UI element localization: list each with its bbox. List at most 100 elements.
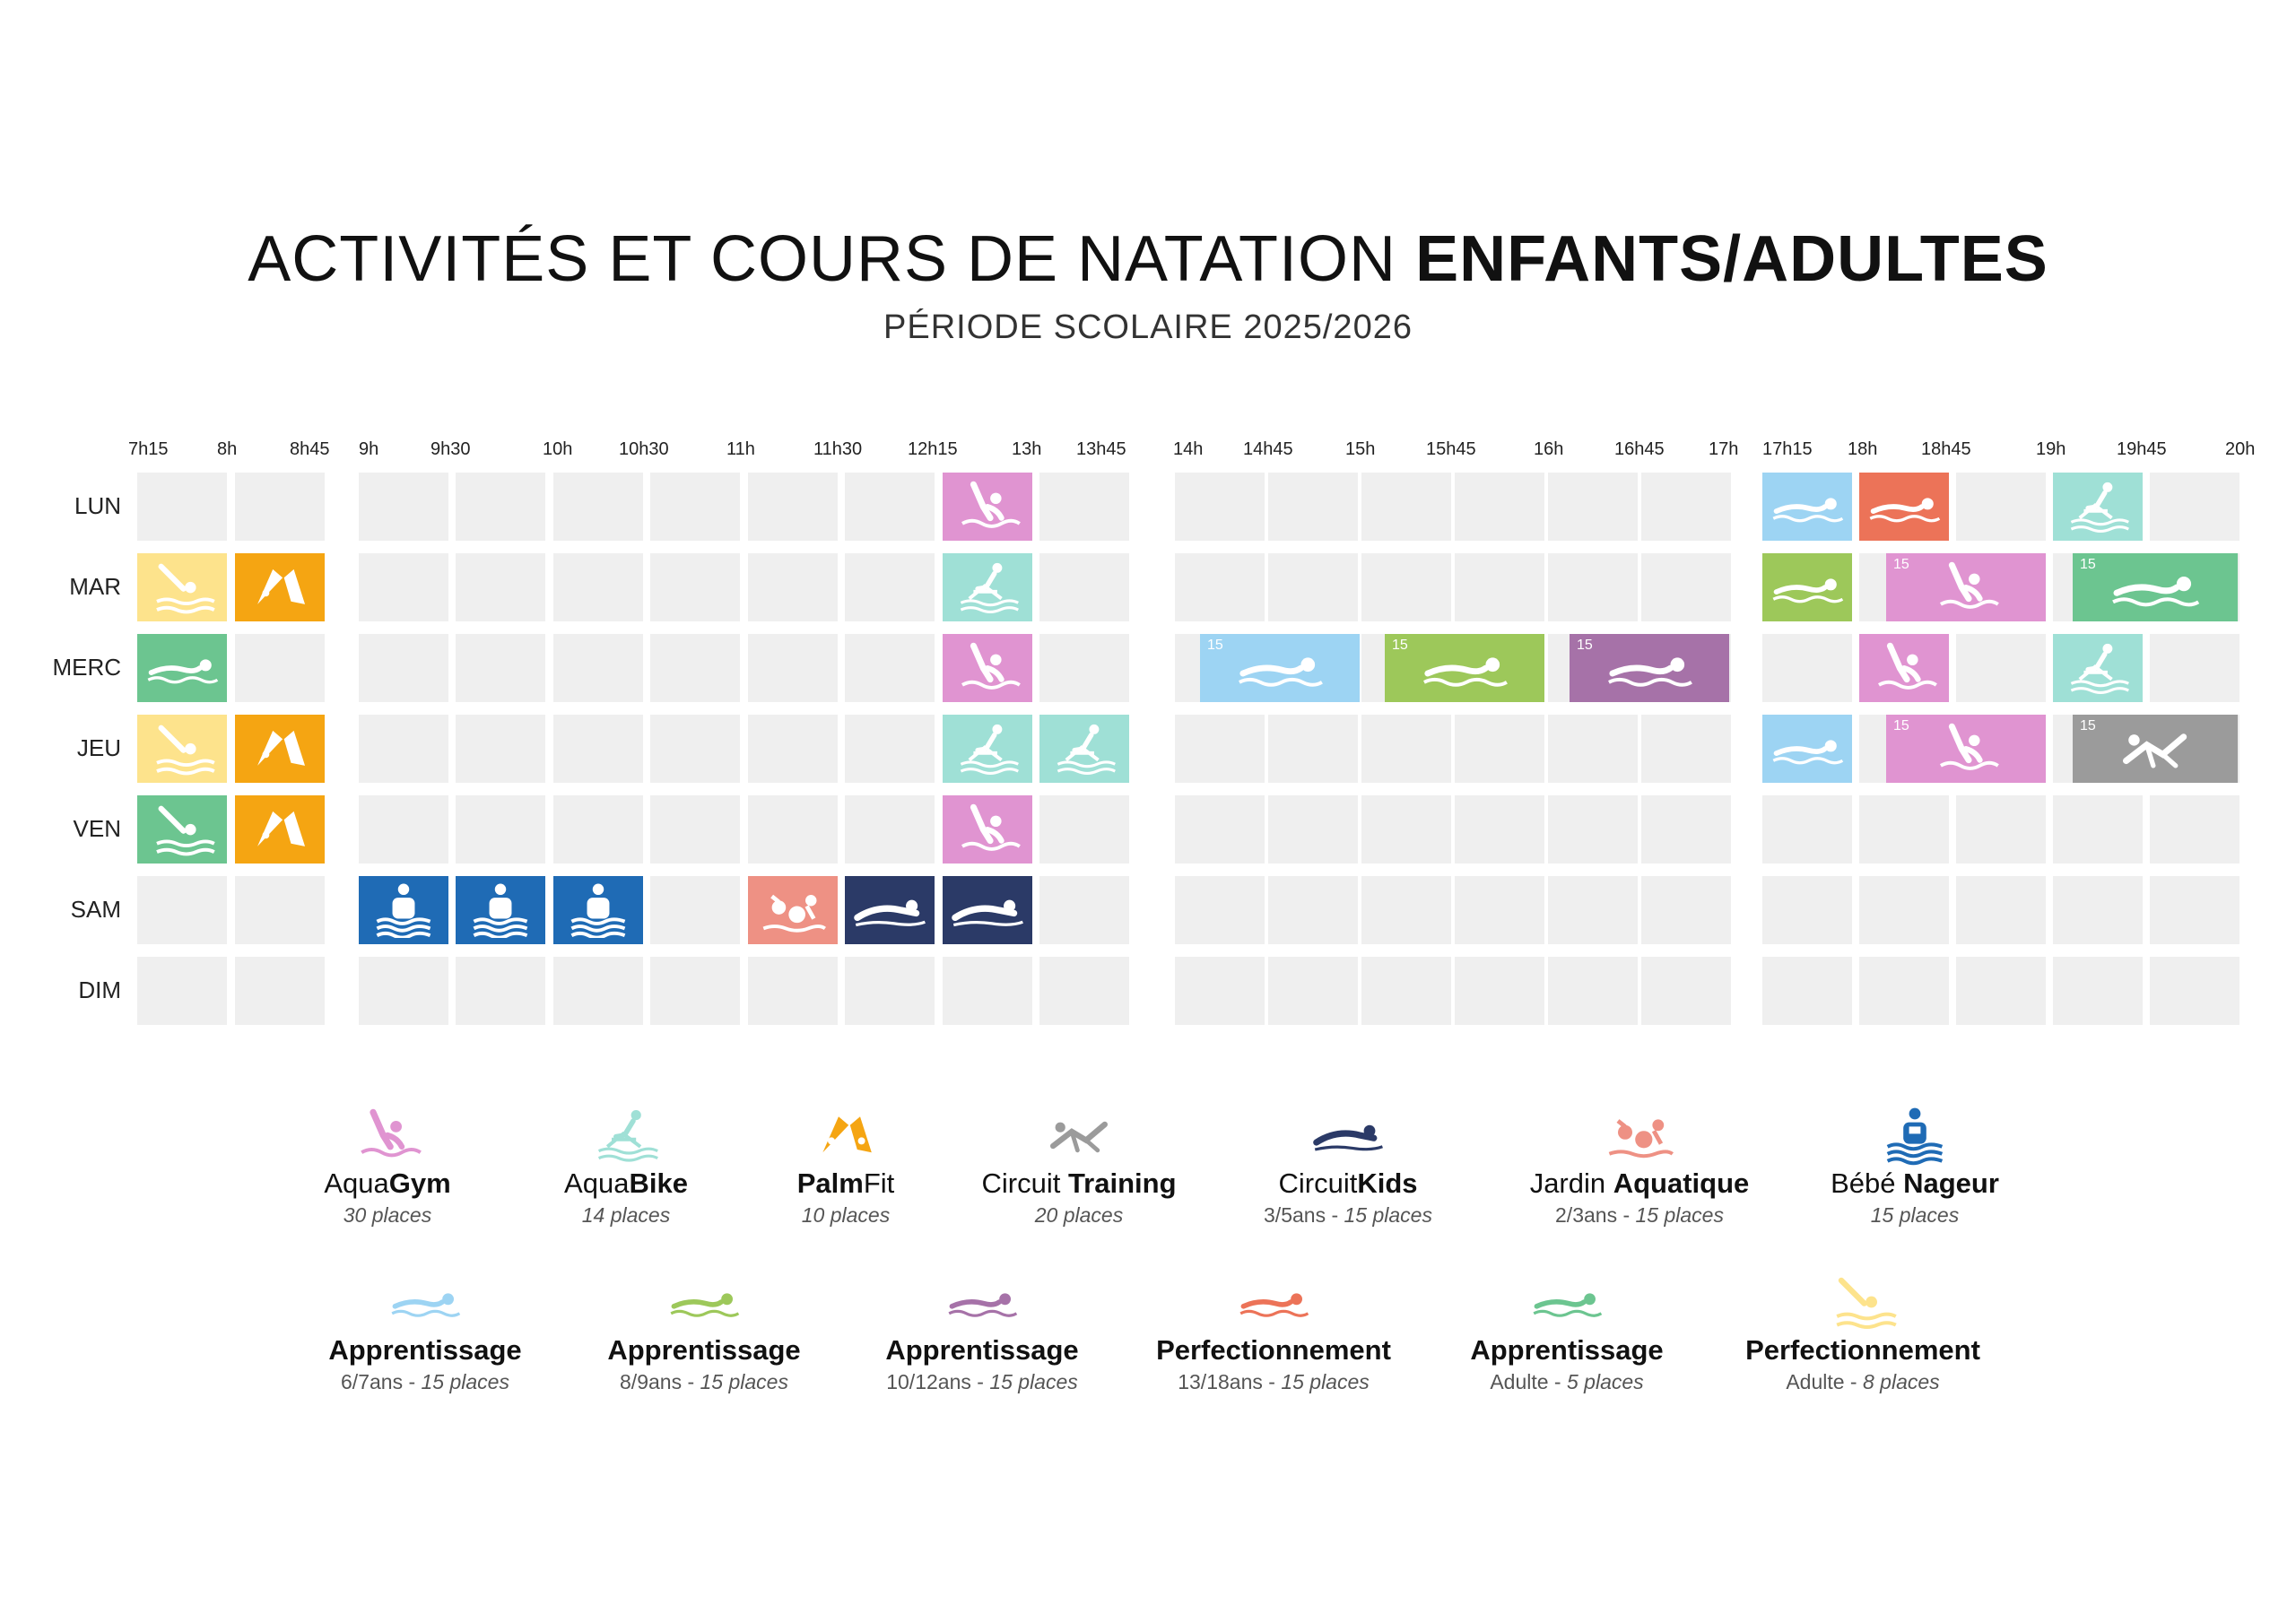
swimmer-icon	[1869, 498, 1941, 523]
activity-block-palmfit[interactable]	[235, 715, 325, 783]
grid-cell	[650, 715, 740, 783]
swimmer-icon	[1772, 578, 1844, 603]
activity-block-app67[interactable]	[1762, 715, 1852, 783]
legend-note: 14 places	[483, 1202, 770, 1228]
activity-block-bebe[interactable]	[553, 876, 643, 944]
legend-places: 15 places	[989, 1370, 1078, 1393]
grid-cell	[1039, 957, 1129, 1025]
activity-block-app_adulte[interactable]	[137, 795, 227, 864]
aquagym-icon	[961, 481, 1021, 528]
grid-cell	[1548, 957, 1638, 1025]
legend-title-bold: Bike	[629, 1167, 688, 1199]
grid-cell	[845, 634, 935, 702]
diver-icon	[1827, 1271, 1899, 1332]
grid-cell	[359, 553, 448, 621]
grid-cell	[456, 715, 545, 783]
grid-cell	[1956, 634, 2046, 702]
legend-title-bold: Apprentissage	[607, 1334, 801, 1366]
activity-block-circuit_training[interactable]: 15	[2073, 715, 2238, 783]
grid-cell	[553, 553, 643, 621]
grid-cell	[1175, 876, 1265, 944]
grid-cell	[1268, 957, 1358, 1025]
activity-block-aquagym[interactable]	[1859, 634, 1949, 702]
grid-cell	[137, 876, 227, 944]
legend-age: 13/18ans -	[1178, 1370, 1282, 1393]
activity-block-aquabike[interactable]	[2053, 473, 2143, 541]
legend-places: 10 places	[801, 1203, 891, 1227]
activity-block-app67[interactable]: 15	[1200, 634, 1360, 702]
grid-cell	[359, 473, 448, 541]
places-badge: 15	[1893, 718, 1909, 733]
grid-cell	[456, 473, 545, 541]
day-label: SAM	[70, 896, 121, 923]
activity-block-bebe[interactable]	[359, 876, 448, 944]
time-label: 18h45	[1921, 439, 1971, 459]
legend-age: 3/5ans -	[1264, 1203, 1344, 1227]
grid-cell	[1268, 553, 1358, 621]
aquabike-icon	[960, 562, 1019, 613]
activity-block-aquagym[interactable]	[943, 473, 1032, 541]
activity-block-palmfit[interactable]	[235, 795, 325, 864]
legend-note: 8/9ans - 15 places	[561, 1368, 848, 1395]
activity-block-aquagym[interactable]	[943, 634, 1032, 702]
legend-title-pre: Aqua	[324, 1167, 389, 1199]
baby-icon	[376, 883, 431, 939]
grid-cell	[845, 795, 935, 864]
activity-block-aquabike[interactable]	[2053, 634, 2143, 702]
kids-icon	[1312, 1105, 1384, 1166]
activity-block-circuitkids[interactable]	[943, 876, 1032, 944]
legend-note: 2/3ans - 15 places	[1496, 1202, 1783, 1228]
legend-age: 6/7ans -	[341, 1370, 422, 1393]
legend-age: 2/3ans -	[1555, 1203, 1636, 1227]
activity-block-aquabike[interactable]	[943, 715, 1032, 783]
time-label: 9h30	[430, 439, 471, 459]
grid-cell	[1175, 957, 1265, 1025]
activity-block-app1012[interactable]: 15	[1570, 634, 1729, 702]
time-label: 18h	[1848, 439, 1878, 459]
grid-cell	[1361, 876, 1451, 944]
activity-block-palmfit[interactable]	[235, 553, 325, 621]
grid-cell	[1762, 957, 1852, 1025]
activity-block-aquabike[interactable]	[1039, 715, 1129, 783]
legend-item: Apprentissage 6/7ans - 15 places	[282, 1271, 569, 1395]
grid-cell	[1762, 634, 1852, 702]
activity-block-app67[interactable]	[1762, 473, 1852, 541]
aquabike-icon	[960, 724, 1019, 775]
grid-cell	[456, 795, 545, 864]
grid-cell	[137, 473, 227, 541]
places-badge: 15	[1893, 557, 1909, 572]
grid-cell	[1956, 876, 2046, 944]
grid-cell	[553, 795, 643, 864]
activity-block-app89[interactable]	[1762, 553, 1852, 621]
grid-cell	[1455, 957, 1544, 1025]
activity-block-circuitkids[interactable]	[845, 876, 935, 944]
activity-block-aquagym[interactable]: 15	[1886, 553, 2046, 621]
grid-cell	[845, 957, 935, 1025]
grid-cell	[1039, 553, 1129, 621]
aquabike-icon	[2070, 482, 2129, 533]
grid-cell	[650, 553, 740, 621]
activity-block-app_adulte[interactable]	[137, 634, 227, 702]
activity-block-aquagym[interactable]	[943, 795, 1032, 864]
time-label: 16h	[1534, 439, 1564, 459]
jardin-icon	[762, 894, 826, 933]
day-label: VEN	[73, 815, 121, 842]
activity-block-bebe[interactable]	[456, 876, 545, 944]
legend-title-bold: Kids	[1357, 1167, 1418, 1199]
activity-block-app_adulte[interactable]: 15	[2073, 553, 2238, 621]
activity-block-app89[interactable]: 15	[1385, 634, 1544, 702]
activity-block-aquabike[interactable]	[943, 553, 1032, 621]
swimmer-icon	[2112, 576, 2200, 607]
activity-block-perf_adulte[interactable]	[137, 553, 227, 621]
aquagym-icon	[352, 1105, 423, 1166]
legend-item: Bébé Nageur 15 places	[1771, 1105, 2058, 1228]
activity-block-jardin[interactable]	[748, 876, 838, 944]
legend-item: PalmFit 10 places	[702, 1105, 989, 1228]
activity-block-aquagym[interactable]: 15	[1886, 715, 2046, 783]
activity-block-perf_adulte[interactable]	[137, 715, 227, 783]
legend-places: 15 places	[1635, 1203, 1724, 1227]
activity-block-perf1318[interactable]	[1859, 473, 1949, 541]
grid-cell	[1956, 473, 2046, 541]
grid-cell	[1175, 715, 1265, 783]
legend-item: Apprentissage Adulte - 5 places	[1423, 1271, 1710, 1395]
